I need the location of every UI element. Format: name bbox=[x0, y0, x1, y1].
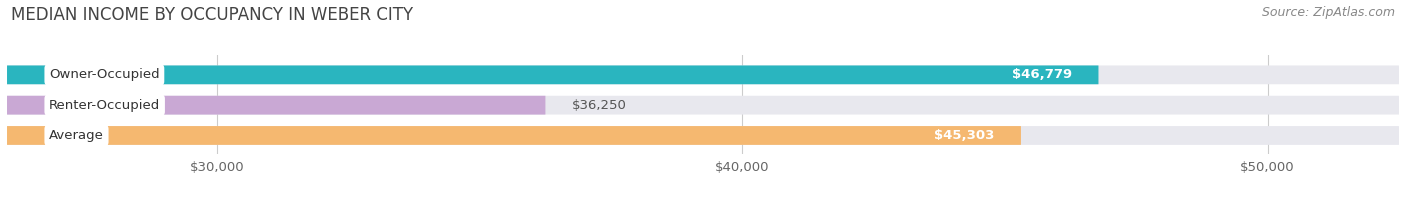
Text: $46,779: $46,779 bbox=[1012, 68, 1073, 81]
Text: Owner-Occupied: Owner-Occupied bbox=[49, 68, 160, 81]
Text: $36,250: $36,250 bbox=[572, 99, 627, 112]
Text: $45,303: $45,303 bbox=[935, 129, 994, 142]
FancyBboxPatch shape bbox=[7, 126, 1021, 145]
FancyBboxPatch shape bbox=[7, 96, 1399, 115]
Text: MEDIAN INCOME BY OCCUPANCY IN WEBER CITY: MEDIAN INCOME BY OCCUPANCY IN WEBER CITY bbox=[11, 6, 413, 24]
FancyBboxPatch shape bbox=[7, 65, 1399, 84]
FancyBboxPatch shape bbox=[7, 65, 1098, 84]
Text: Average: Average bbox=[49, 129, 104, 142]
Text: Source: ZipAtlas.com: Source: ZipAtlas.com bbox=[1261, 6, 1395, 19]
Text: Renter-Occupied: Renter-Occupied bbox=[49, 99, 160, 112]
FancyBboxPatch shape bbox=[7, 126, 1399, 145]
FancyBboxPatch shape bbox=[7, 96, 546, 115]
